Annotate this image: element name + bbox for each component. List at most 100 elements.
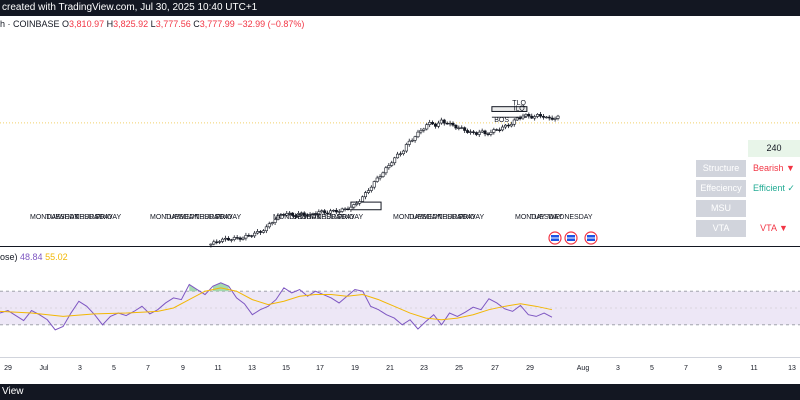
candle-body — [212, 241, 216, 245]
flag-icon — [584, 231, 598, 245]
candle-body — [285, 213, 289, 216]
weekday-label: MONDAY — [30, 214, 61, 221]
candle-body — [503, 124, 507, 128]
candle-body — [334, 209, 338, 213]
time-tick-label: 9 — [181, 365, 185, 372]
candle-body — [547, 116, 551, 119]
candle-body — [463, 127, 467, 131]
candle-body — [229, 239, 233, 241]
candle-body — [218, 241, 222, 243]
panel-row-value: Efficient ✓ — [753, 183, 795, 193]
candle-body — [509, 123, 513, 127]
weekday-label: FRIDAY — [96, 214, 121, 221]
candle-body — [413, 136, 417, 141]
candle-body — [471, 131, 475, 133]
candle-body — [422, 128, 426, 131]
rsi-line — [0, 282, 553, 331]
candle-body — [495, 129, 499, 131]
candle-body — [337, 211, 341, 213]
liquidity-zone-box — [491, 106, 528, 112]
rsi-legend: ose) 48.84 55.02 — [0, 252, 68, 262]
candle-body — [489, 131, 493, 135]
candle-body — [501, 126, 505, 131]
candle-body — [261, 230, 265, 233]
rsi-signal-line — [0, 287, 553, 321]
candle-body — [387, 165, 391, 169]
candle-body — [232, 237, 236, 240]
candle-body — [340, 208, 344, 212]
candle-body — [224, 237, 228, 240]
candle-body — [241, 237, 245, 240]
candle-body — [433, 123, 437, 127]
candle-body — [454, 124, 458, 129]
low-label: L — [150, 19, 156, 29]
weekday-label: MONDAY — [393, 214, 424, 221]
candle-body — [544, 116, 548, 119]
weekday-label: MONDAY — [273, 214, 304, 221]
candle-body — [448, 122, 452, 125]
candle-body — [381, 172, 385, 177]
candle-body — [361, 196, 365, 202]
candle-body — [317, 211, 321, 215]
candle-body — [314, 213, 318, 215]
panel-row-value: VTA ▼ — [760, 223, 788, 233]
candle-body — [279, 214, 283, 216]
panel-row-label: MSU — [696, 200, 746, 217]
footer-text: View — [2, 386, 24, 397]
candle-body — [238, 237, 242, 240]
rsi-signal-value: 55.02 — [45, 252, 68, 262]
time-tick-label: Jul — [40, 365, 49, 372]
open-value: 3,810.97 — [69, 19, 105, 29]
candle-body — [506, 124, 510, 127]
candle-body — [419, 130, 423, 133]
candle-body — [425, 124, 429, 130]
candle-body — [366, 190, 370, 193]
candle-body — [372, 181, 376, 188]
candle-body — [550, 117, 554, 120]
candle-body — [468, 131, 472, 133]
flag-icon — [548, 231, 562, 245]
time-tick-label: 15 — [282, 365, 290, 372]
time-tick-label: 3 — [78, 365, 82, 372]
candle-body — [291, 212, 295, 216]
candle-body — [276, 215, 280, 220]
candle-body — [521, 115, 525, 119]
weekday-label: WEDNESDAY — [300, 214, 345, 221]
time-axis[interactable]: 29 Jul 3 5 7 9 11 13 15 17 19 21 23 25 27 29 Aug 3 5 7 9 11 13 — [4, 365, 796, 372]
candle-body — [288, 212, 292, 215]
candle-body — [498, 129, 502, 132]
candle-body — [296, 213, 300, 217]
candle-body — [256, 231, 260, 234]
panel-row-label: Effeciency — [696, 180, 746, 197]
candle-body — [267, 223, 271, 228]
weekday-label: THURSDAY — [195, 214, 233, 221]
candle-body — [326, 212, 330, 215]
footer-bar: View — [0, 384, 800, 400]
time-tick-label: 29 — [4, 365, 12, 372]
time-tick-label: Aug — [577, 365, 590, 372]
candle-body — [264, 226, 268, 232]
candle-body — [536, 114, 540, 117]
candle-body — [407, 140, 411, 145]
candle-body — [533, 116, 537, 119]
candle-body — [247, 235, 251, 237]
chart-annotation-label: ILQ — [513, 105, 525, 112]
candle-body — [215, 241, 219, 243]
candle-body — [235, 237, 239, 239]
candle-body — [396, 153, 400, 159]
candle-body — [492, 129, 496, 133]
time-tick-label: 7 — [146, 365, 150, 372]
price-grid — [0, 246, 800, 358]
time-tick-label: 11 — [750, 365, 757, 372]
candle-body — [226, 237, 230, 241]
weekday-label: WEDNESDAY — [548, 214, 593, 221]
weekday-label: TUESDAY — [46, 214, 79, 221]
candle-body — [363, 192, 367, 198]
change-value: −32.99 (−0.87%) — [237, 19, 305, 29]
candle-body — [378, 176, 382, 179]
candle-body — [331, 209, 335, 212]
candle-body — [311, 213, 315, 215]
